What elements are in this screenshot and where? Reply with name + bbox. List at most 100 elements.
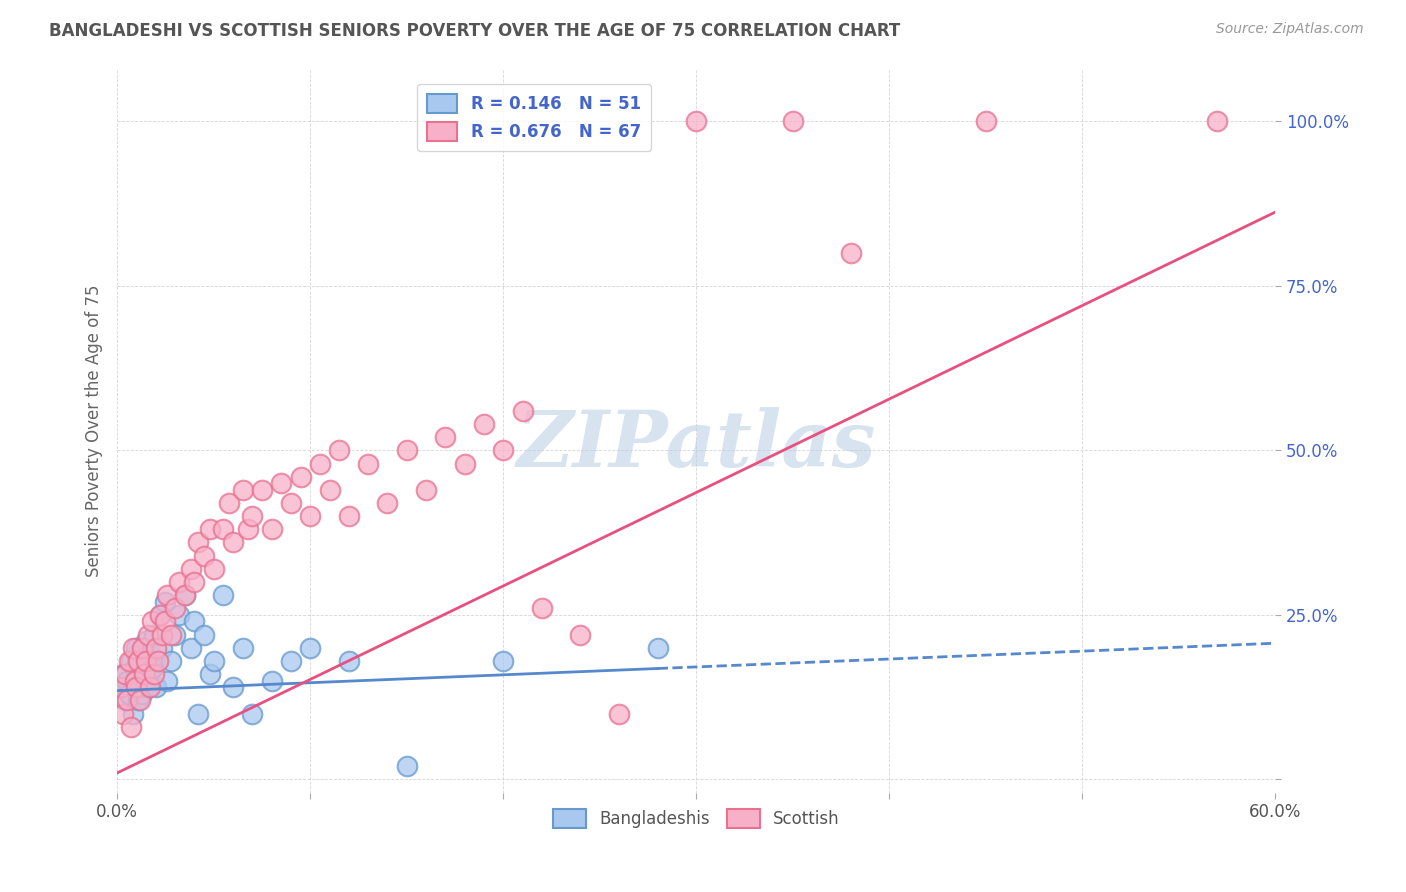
Text: Source: ZipAtlas.com: Source: ZipAtlas.com <box>1216 22 1364 37</box>
Point <box>118 654 141 668</box>
Point <box>328 443 350 458</box>
Point <box>299 640 322 655</box>
Point <box>125 648 148 662</box>
Point <box>290 469 312 483</box>
Point <box>309 457 332 471</box>
Point <box>167 574 190 589</box>
Point <box>202 654 225 668</box>
Point <box>127 667 149 681</box>
Point <box>129 693 152 707</box>
Point <box>187 535 209 549</box>
Point <box>492 443 515 458</box>
Text: ZIPatlas: ZIPatlas <box>516 407 876 483</box>
Point <box>118 687 141 701</box>
Point <box>299 509 322 524</box>
Point <box>839 245 862 260</box>
Point <box>146 654 169 668</box>
Point <box>222 535 245 549</box>
Point <box>193 549 215 563</box>
Point <box>232 483 254 497</box>
Point <box>120 654 142 668</box>
Point <box>129 654 152 668</box>
Point <box>173 588 195 602</box>
Point <box>198 522 221 536</box>
Point <box>131 640 153 655</box>
Point <box>135 634 157 648</box>
Point <box>141 615 163 629</box>
Point <box>165 628 187 642</box>
Point <box>395 759 418 773</box>
Point <box>145 640 167 655</box>
Point <box>180 562 202 576</box>
Point <box>142 667 165 681</box>
Point <box>114 667 136 681</box>
Point <box>647 640 669 655</box>
Point <box>155 615 177 629</box>
Point <box>167 607 190 622</box>
Point <box>434 430 457 444</box>
Point <box>569 628 592 642</box>
Point <box>127 654 149 668</box>
Point <box>110 681 132 695</box>
Point <box>395 443 418 458</box>
Point <box>156 588 179 602</box>
Point <box>240 509 263 524</box>
Point <box>127 693 149 707</box>
Y-axis label: Seniors Poverty Over the Age of 75: Seniors Poverty Over the Age of 75 <box>86 285 103 577</box>
Point <box>149 607 172 622</box>
Point <box>110 681 132 695</box>
Point <box>492 654 515 668</box>
Point <box>131 687 153 701</box>
Point <box>142 628 165 642</box>
Point <box>145 681 167 695</box>
Point <box>280 496 302 510</box>
Point <box>415 483 437 497</box>
Point <box>124 673 146 688</box>
Point <box>150 640 173 655</box>
Point <box>136 681 159 695</box>
Point <box>357 457 380 471</box>
Point <box>111 706 134 721</box>
Point <box>124 660 146 674</box>
Point <box>377 496 399 510</box>
Point <box>337 654 360 668</box>
Point <box>453 457 475 471</box>
Point <box>160 654 183 668</box>
Point <box>472 417 495 431</box>
Point <box>111 667 134 681</box>
Point <box>136 628 159 642</box>
Point <box>125 640 148 655</box>
Point <box>238 522 260 536</box>
Point <box>530 601 553 615</box>
Point <box>974 114 997 128</box>
Point <box>114 693 136 707</box>
Point <box>129 681 152 695</box>
Point <box>212 588 235 602</box>
Legend: Bangladeshis, Scottish: Bangladeshis, Scottish <box>546 803 846 835</box>
Point <box>134 667 156 681</box>
Point <box>150 628 173 642</box>
Point <box>141 660 163 674</box>
Point <box>135 654 157 668</box>
Point <box>183 615 205 629</box>
Point <box>149 607 172 622</box>
Point <box>146 654 169 668</box>
Point <box>173 588 195 602</box>
Point <box>782 114 804 128</box>
Point <box>125 673 148 688</box>
Point <box>270 476 292 491</box>
Point <box>183 574 205 589</box>
Text: BANGLADESHI VS SCOTTISH SENIORS POVERTY OVER THE AGE OF 75 CORRELATION CHART: BANGLADESHI VS SCOTTISH SENIORS POVERTY … <box>49 22 900 40</box>
Point <box>218 496 240 510</box>
Point <box>202 562 225 576</box>
Point <box>187 706 209 721</box>
Point <box>222 681 245 695</box>
Point <box>115 673 138 688</box>
Point <box>250 483 273 497</box>
Point <box>155 595 177 609</box>
Point <box>607 706 630 721</box>
Point <box>512 404 534 418</box>
Point <box>160 628 183 642</box>
Point <box>156 673 179 688</box>
Point <box>212 522 235 536</box>
